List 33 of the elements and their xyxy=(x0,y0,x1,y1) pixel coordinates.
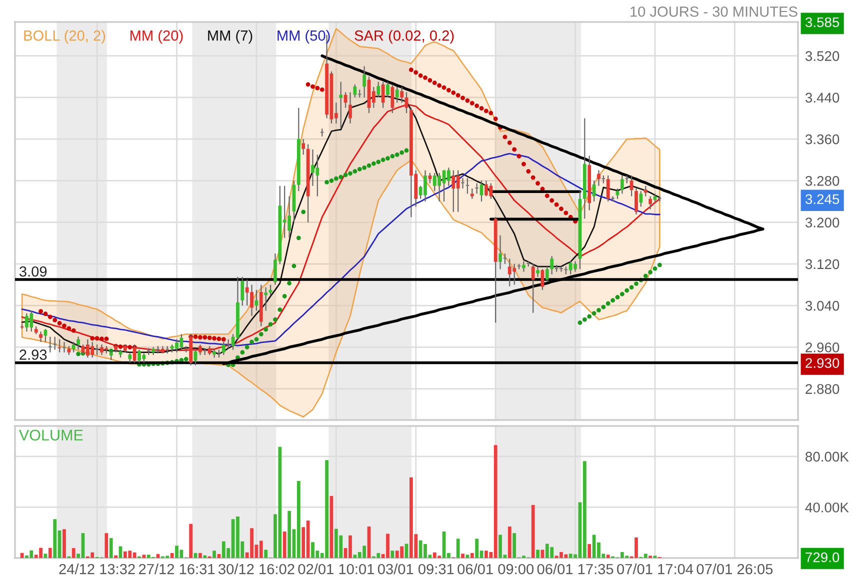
y-tick-label: 3.200 xyxy=(805,218,840,228)
x-tick-label: 30/12 16:02 xyxy=(218,564,294,574)
y-tick-label: 3.040 xyxy=(805,300,840,311)
chart-title: VOLUME xyxy=(18,430,83,441)
x-tick-label: 24/12 13:32 xyxy=(59,564,135,574)
text: 10 JOURS - 30 MINUTES xyxy=(630,6,798,17)
y-tick-label: 3.280 xyxy=(805,176,840,186)
y-tick-label: 2.960 xyxy=(806,342,840,352)
x-tick-label: 07/01 17:04 xyxy=(617,564,694,574)
y-tick-label: 3.245 xyxy=(805,194,840,204)
y-tick-label: 3.360 xyxy=(805,134,840,144)
y-tick-label: 2.930 xyxy=(806,358,840,368)
text: MM (50) xyxy=(278,30,330,44)
y-tick-label: 3.440 xyxy=(805,92,840,103)
text: MM (7) xyxy=(208,30,252,44)
x-tick-label: 07/01 26:05 xyxy=(696,564,773,574)
x-tick-label: 02/01 10:01 xyxy=(298,564,374,574)
y-tick-label: 729.0 xyxy=(806,552,840,562)
y-tick-label: 3.585 xyxy=(805,17,840,28)
x-tick-label: 06/01 09:00 xyxy=(458,564,534,574)
y-tick-label: 3.520 xyxy=(805,51,840,61)
x-tick-label: 03/01 09:31 xyxy=(378,564,454,574)
ref-line-label: 3.09 xyxy=(19,266,47,277)
x-tick-label: 06/01 17:35 xyxy=(537,564,614,574)
ref-line-label: 2.93 xyxy=(20,350,47,360)
y-tick-label: 3.120 xyxy=(805,259,840,270)
legend-label: BOLL (20, 2) xyxy=(24,30,106,44)
text: SAR (0.02, 0.2) xyxy=(354,30,454,44)
y-tick-label: 40.00K xyxy=(805,502,849,512)
text: MM (20) xyxy=(130,30,183,44)
y-tick-label: 2.880 xyxy=(806,384,840,394)
y-tick-label: 80.00K xyxy=(806,452,849,462)
x-tick-label: 27/12 16:31 xyxy=(138,564,215,574)
